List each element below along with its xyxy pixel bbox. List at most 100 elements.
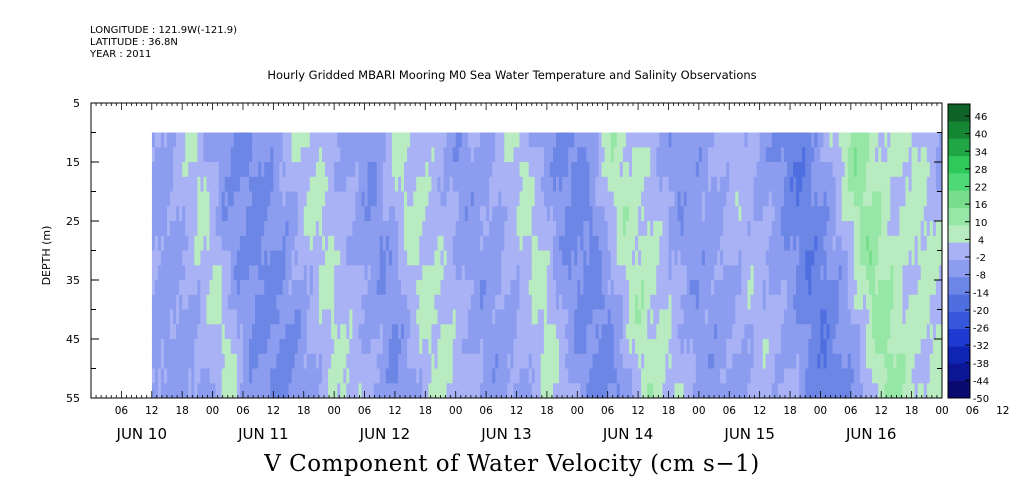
heatmap-cell [546,368,551,384]
heatmap-cell [449,147,454,163]
heatmap-cell [908,206,913,222]
heatmap-cell [923,206,928,222]
heatmap-cell [935,294,940,311]
heatmap-cell [604,132,609,148]
heatmap-cell [802,147,806,163]
heatmap-cell [340,280,344,296]
heatmap-cell [832,309,837,325]
heatmap-cell [863,265,867,281]
heatmap-cell [507,280,512,296]
heatmap-cell [343,176,347,193]
heatmap-cell [486,294,490,311]
heatmap-cell [817,383,822,398]
heatmap-cell [258,132,262,148]
heatmap-cell [312,324,317,340]
heatmap-cell [154,221,159,237]
heatmap-cell [197,206,202,222]
heatmap-cell [835,132,840,148]
heatmap-cell [179,294,183,311]
heatmap-cell [249,280,253,296]
heatmap-cell [300,191,305,207]
heatmap-cell [151,339,156,355]
heatmap-cell [452,309,457,325]
heatmap-cell [726,309,730,325]
heatmap-cell [808,147,812,163]
heatmap-cell [814,353,818,370]
heatmap-cell [881,339,885,355]
heatmap-cell [735,176,739,193]
heatmap-cell [653,339,657,355]
heatmap-cell [501,162,505,178]
heatmap-cell [601,132,606,148]
heatmap-cell [306,294,311,311]
heatmap-cell [297,162,302,178]
heatmap-cell [942,324,943,340]
heatmap-cell [553,324,557,340]
heatmap-cell [850,235,855,252]
heatmap-cell [744,309,749,325]
heatmap-cell [820,132,825,148]
heatmap-cell [179,132,183,148]
heatmap-cell [911,162,916,178]
heatmap-cell [762,368,767,384]
heatmap-cell [884,280,888,296]
heatmap-cell [522,250,527,266]
heatmap-cell [890,235,894,252]
heatmap-cell [820,368,825,384]
heatmap-cell [632,280,636,296]
heatmap-cell [908,309,913,325]
heatmap-cell [495,176,499,193]
heatmap-cell [686,221,691,237]
heatmap-cell [753,132,758,148]
heatmap-cell [744,250,749,266]
heatmap-cell [246,309,250,325]
heatmap-cell [355,147,360,163]
heatmap-cell [179,353,183,370]
heatmap-cell [556,280,560,296]
heatmap-cell [391,309,396,325]
heatmap-cell [349,280,353,296]
heatmap-cell [373,383,378,398]
heatmap-cell [610,339,615,355]
heatmap-cell [583,191,588,207]
heatmap-cell [167,235,171,252]
heatmap-cell [771,235,776,252]
heatmap-cell [297,339,302,355]
heatmap-cell [483,206,487,222]
heatmap-cell [537,294,542,311]
heatmap-cell [689,353,694,370]
heatmap-cell [489,206,493,222]
heatmap-cell [239,147,244,163]
heatmap-cell [410,368,414,384]
heatmap-cell [322,309,326,325]
heatmap-cell [233,176,238,193]
heatmap-cell [641,162,645,178]
heatmap-cell [835,353,840,370]
heatmap-cell [525,294,530,311]
heatmap-cell [762,383,767,398]
heatmap-cell [416,206,420,222]
heatmap-cell [932,339,937,355]
heatmap-cell [255,368,259,384]
heatmap-cell [589,265,594,281]
heatmap-cell [662,176,667,193]
heatmap-cell [513,191,518,207]
heatmap-cell [477,294,481,311]
heatmap-cell [905,265,910,281]
heatmap-cell [224,383,229,398]
heatmap-cell [632,221,636,237]
heatmap-cell [352,383,357,398]
heatmap-cell [644,294,648,311]
heatmap-cell [276,368,281,384]
heatmap-cell [616,162,621,178]
heatmap-cell [644,353,648,370]
heatmap-cell [510,368,515,384]
heatmap-cell [914,250,919,266]
heatmap-cell [203,176,208,193]
heatmap-cell [613,294,618,311]
heatmap-cell [784,265,788,281]
heatmap-cell [756,191,761,207]
heatmap-cell [741,265,746,281]
heatmap-cell [531,162,536,178]
heatmap-cell [483,309,487,325]
